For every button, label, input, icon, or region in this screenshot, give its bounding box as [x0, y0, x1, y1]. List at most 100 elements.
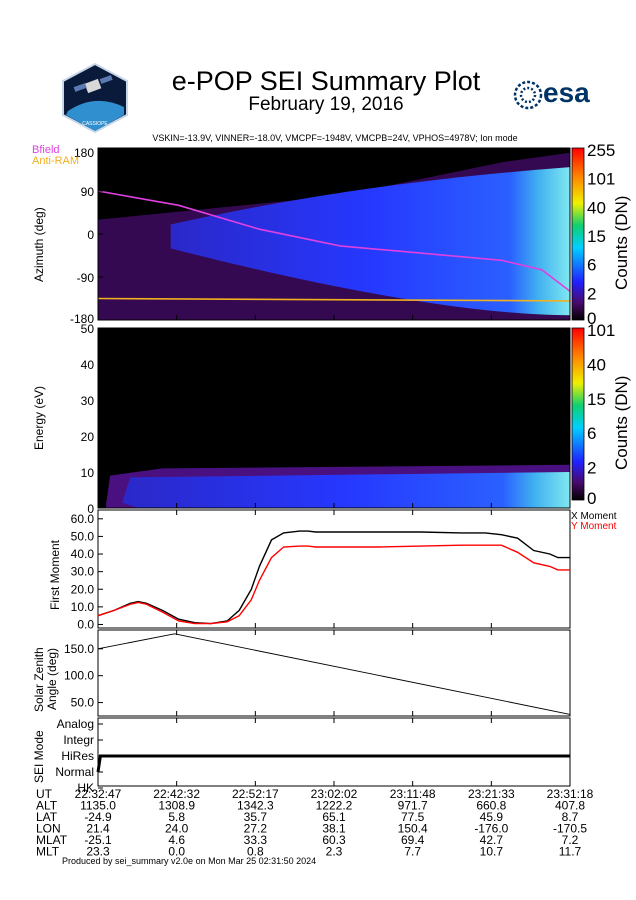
ephemeris-value: 971.7 — [398, 799, 428, 813]
azimuth-colorbar-tick: 6 — [587, 256, 596, 275]
legend-antiram: Anti-RAM — [32, 155, 80, 167]
energy-colorbar-tick: 40 — [587, 355, 606, 374]
ephemeris-value: 22:32:47 — [75, 787, 122, 801]
esa-logo-text: esa — [543, 77, 590, 108]
ephemeris-value: 69.4 — [401, 833, 425, 847]
first-moment-ytick-label: 10.0 — [71, 600, 95, 614]
ephemeris-value: 23:31:18 — [547, 787, 594, 801]
ephemeris-value: 23.3 — [86, 845, 110, 859]
esa-globe-icon — [513, 80, 543, 110]
legend-y-moment: Y Moment — [571, 521, 617, 532]
plot-title: e-POP SEI Summary Plot — [171, 66, 481, 96]
ephemeris-value: 1308.9 — [158, 799, 195, 813]
azimuth-blue-region — [170, 167, 570, 316]
sza-ytick-label: 100.0 — [64, 669, 94, 683]
ephemeris-value: 60.3 — [322, 833, 346, 847]
sza-ytick-label: 150.0 — [64, 642, 94, 656]
ephemeris-value: 38.1 — [322, 822, 346, 836]
azimuth-colorbar-tick: 255 — [587, 141, 615, 160]
azimuth-ytick-label: 90 — [81, 185, 95, 199]
ephemeris-row-label: UT — [36, 787, 53, 801]
first-moment-axis-label: First Moment — [48, 539, 62, 610]
ephemeris-value: 0.8 — [247, 845, 264, 859]
ephemeris-value: 10.7 — [480, 845, 504, 859]
energy-blue-band — [122, 472, 570, 508]
ephemeris-value: 407.8 — [555, 799, 585, 813]
sza-axis-label-line2: Angle (deg) — [45, 647, 59, 710]
plot-date: February 19, 2016 — [248, 94, 404, 115]
ephemeris-value: 1222.2 — [316, 799, 353, 813]
sza-axis-label-line1: Solar Zenith — [32, 647, 46, 712]
azimuth-ytick-label: 180 — [74, 146, 94, 160]
ephemeris-value: 22:52:17 — [232, 787, 279, 801]
ephemeris-value: 77.5 — [401, 810, 425, 824]
instrument-settings: VSKIN=-13.9V, VINNER=-18.0V, VMCPF=-1948… — [152, 133, 518, 143]
ephemeris-value: 23:21:33 — [468, 787, 515, 801]
ephemeris-value: 2.3 — [326, 845, 343, 859]
sei-mode-axis-label: SEI Mode — [32, 730, 46, 783]
energy-colorbar-tick: 0 — [587, 489, 596, 508]
energy-ytick-label: 50 — [81, 322, 95, 336]
sei-mode-category-label: HiRes — [61, 749, 94, 763]
ephemeris-row-label: MLT — [36, 845, 60, 859]
energy-axis-label: Energy (eV) — [32, 385, 46, 450]
ephemeris-value: 660.8 — [476, 799, 506, 813]
sei-mode-panel-frame — [97, 717, 571, 787]
sza-line — [97, 633, 571, 715]
ephemeris-value: 35.7 — [244, 810, 268, 824]
sei-mode-category-label: Normal — [55, 765, 94, 779]
ephemeris-value: 11.7 — [559, 845, 582, 859]
first-moment-ytick-label: 0.0 — [77, 617, 94, 631]
ephemeris-value: 22:42:32 — [153, 787, 200, 801]
energy-colorbar-tick: 2 — [587, 459, 596, 478]
azimuth-colorbar-tick: 101 — [587, 170, 615, 189]
mission-logo-text: CASSIOPE — [82, 121, 108, 127]
azimuth-colorbar — [571, 147, 585, 321]
y-moment-line — [97, 544, 570, 625]
azimuth-ytick-label: -90 — [77, 271, 95, 285]
ephemeris-value: -170.5 — [553, 822, 587, 836]
azimuth-ytick-label: -180 — [70, 312, 94, 326]
ephemeris-value: 65.1 — [322, 810, 346, 824]
ephemeris-value: 23:11:48 — [390, 787, 436, 801]
first-moment-ytick-label: 50.0 — [71, 529, 95, 543]
ephemeris-value: 0.0 — [168, 845, 185, 859]
ephemeris-value: 33.3 — [244, 833, 268, 847]
energy-ytick-label: 10 — [81, 466, 95, 480]
ephemeris-value: -176.0 — [474, 822, 508, 836]
energy-colorbar-tick: 101 — [587, 321, 615, 340]
ephemeris-row-label: LON — [36, 822, 61, 836]
x-moment-line — [97, 530, 570, 625]
ephemeris-value: 42.7 — [480, 833, 504, 847]
energy-ytick-label: 0 — [87, 502, 94, 516]
first-moment-ytick-label: 60.0 — [71, 512, 95, 526]
sei-mode-line — [96, 754, 570, 773]
azimuth-colorbar-tick: 40 — [587, 198, 606, 217]
ephemeris-value: 45.9 — [480, 810, 504, 824]
energy-ytick-label: 20 — [81, 430, 95, 444]
energy-ytick-label: 40 — [81, 358, 95, 372]
first-moment-ytick-label: 20.0 — [71, 582, 95, 596]
epop-mission-logo: CASSIOPE — [62, 63, 128, 133]
ephemeris-value: 1342.3 — [237, 799, 274, 813]
azimuth-axis-label: Azimuth (deg) — [32, 207, 46, 282]
ephemeris-value: 21.4 — [86, 822, 110, 836]
first-moment-ytick-label: 30.0 — [71, 565, 95, 579]
ephemeris-value: -24.9 — [84, 810, 112, 824]
colorbar-label-energy: Counts (DN) — [612, 375, 631, 470]
ephemeris-value: 24.0 — [165, 822, 189, 836]
esa-logo: esa — [513, 77, 593, 110]
sei-mode-category-label: HK — [77, 781, 94, 795]
first-moment-ytick-label: 40.0 — [71, 547, 95, 561]
sza-panel-frame — [97, 629, 571, 717]
azimuth-colorbar-tick: 0 — [587, 309, 596, 328]
sei-mode-category-label: Analog — [57, 717, 94, 731]
ephemeris-value: 5.8 — [168, 810, 185, 824]
sei-mode-category-label: Integr — [63, 733, 94, 747]
ephemeris-value: 23:02:02 — [311, 787, 358, 801]
ephemeris-value: -25.1 — [84, 833, 112, 847]
energy-colorbar — [571, 327, 585, 501]
energy-ytick-label: 30 — [81, 394, 95, 408]
ephemeris-value: 27.2 — [244, 822, 268, 836]
